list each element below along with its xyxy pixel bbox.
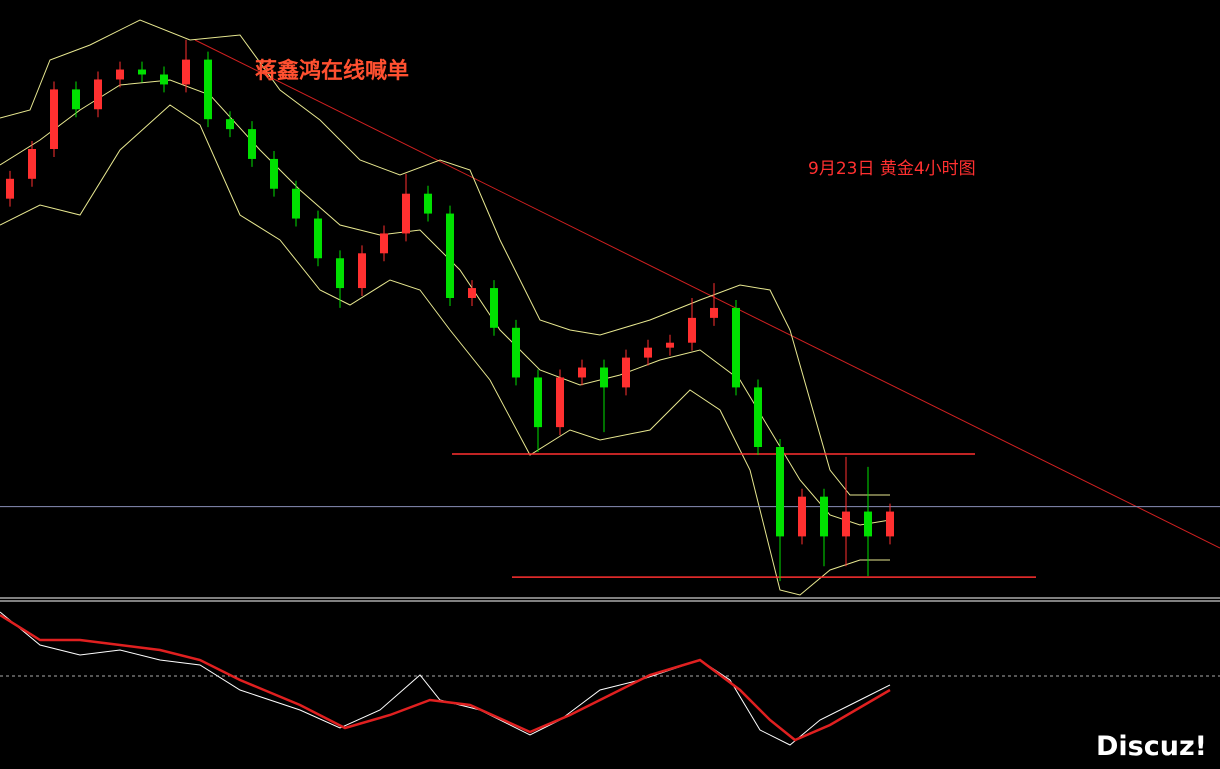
trendline xyxy=(194,39,1220,549)
candle-body xyxy=(314,218,322,259)
candle-body xyxy=(490,288,498,328)
candle-body xyxy=(842,511,850,537)
candle-body xyxy=(864,511,872,537)
candle-body xyxy=(358,253,366,289)
candle-body xyxy=(226,119,234,130)
candle-body xyxy=(710,307,718,318)
candle-body xyxy=(248,129,256,159)
candle-body xyxy=(820,496,828,537)
lower-band xyxy=(0,104,890,596)
chart-title: 蒋鑫鸿在线喊单 xyxy=(255,58,409,84)
candle-body xyxy=(138,69,146,75)
candle-body xyxy=(28,149,36,179)
candle-body xyxy=(600,367,608,388)
candle-body xyxy=(754,387,762,447)
candle-body xyxy=(72,89,80,110)
macd-line xyxy=(0,611,891,746)
candle-body xyxy=(336,258,344,289)
candle-body xyxy=(380,233,388,254)
candle-body xyxy=(556,377,564,428)
candle-body xyxy=(50,89,58,149)
candle-body xyxy=(204,59,212,120)
candle-body xyxy=(578,367,586,378)
candle-body xyxy=(402,193,410,234)
upper-band xyxy=(0,19,890,496)
candle-body xyxy=(116,69,124,80)
watermark: Discuz! xyxy=(1096,731,1207,762)
candle-body xyxy=(160,74,168,85)
candle-body xyxy=(446,213,454,298)
candle-body xyxy=(94,79,102,110)
candle-body xyxy=(732,307,740,388)
chart-subtitle: 9月23日 黄金4小时图 xyxy=(808,159,976,179)
candle-body xyxy=(688,317,696,343)
candle-body xyxy=(644,347,652,358)
candle-body xyxy=(182,59,190,85)
middle-band xyxy=(0,79,891,526)
candle-body xyxy=(468,288,476,298)
candle-body xyxy=(6,178,14,199)
candle-body xyxy=(798,496,806,537)
candle-body xyxy=(512,327,520,378)
candle-body xyxy=(424,193,432,214)
candle-body xyxy=(292,188,300,219)
candle-body xyxy=(622,357,630,388)
candle-body xyxy=(666,342,674,348)
signal-line xyxy=(0,613,891,742)
candle-body xyxy=(886,511,894,537)
candle-body xyxy=(270,158,278,189)
candle-body xyxy=(776,447,784,537)
candle-body xyxy=(534,377,542,428)
